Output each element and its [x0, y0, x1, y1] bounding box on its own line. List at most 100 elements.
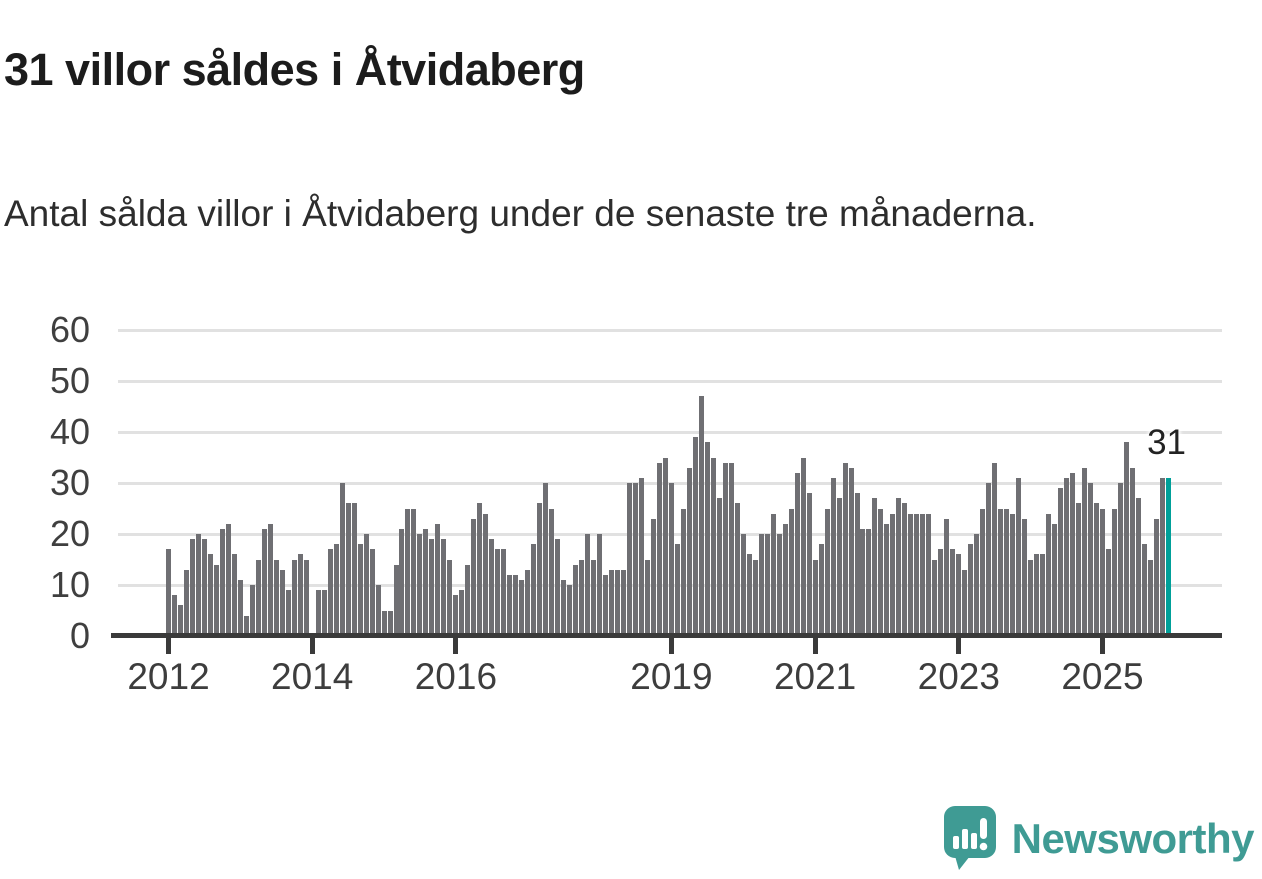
bar: [178, 605, 183, 636]
bar: [322, 590, 327, 636]
bar: [711, 457, 716, 636]
bar: [1142, 544, 1147, 636]
bar: [417, 534, 422, 636]
bar: [268, 523, 273, 636]
bar: [411, 508, 416, 636]
bar: [609, 569, 614, 636]
x-tick: [1099, 638, 1105, 654]
bar: [837, 498, 842, 636]
bar: [627, 483, 632, 636]
bar: [807, 493, 812, 636]
brand-name: Newsworthy: [1011, 815, 1255, 862]
bar: [1100, 508, 1105, 636]
y-tick-label: 50: [49, 360, 90, 401]
bar: [735, 503, 740, 636]
bar: [705, 442, 710, 636]
bar: [382, 610, 387, 636]
bar: [370, 549, 375, 636]
bar: [238, 579, 243, 636]
bar: [543, 483, 548, 636]
bar: [567, 585, 572, 636]
x-tick: [309, 638, 315, 654]
bar: [459, 590, 464, 636]
bar: [855, 493, 860, 636]
y-tick-label: 20: [49, 513, 90, 554]
bar: [795, 472, 800, 636]
bar: [232, 554, 237, 636]
bar: [747, 554, 752, 636]
bar: [561, 579, 566, 636]
bar: [555, 539, 560, 636]
x-tick: [956, 638, 962, 654]
bar: [866, 528, 871, 636]
bar: [585, 534, 590, 636]
bar: [256, 559, 261, 636]
bar: [1052, 523, 1057, 636]
bar: [663, 457, 668, 636]
bar: [388, 610, 393, 636]
bar: [202, 539, 207, 636]
x-axis-line: [111, 633, 1222, 638]
bar: [513, 574, 518, 636]
bar: [531, 544, 536, 636]
bar: [423, 528, 428, 636]
x-tick-label: 2023: [917, 656, 1000, 697]
bar: [316, 590, 321, 636]
bar: [298, 554, 303, 636]
bar: [1034, 554, 1039, 636]
bar: [1076, 503, 1081, 636]
gridline: [118, 329, 1222, 332]
bar: [986, 483, 991, 636]
bar: [1064, 477, 1069, 636]
bar: [465, 564, 470, 636]
bar: [849, 467, 854, 636]
bar: [579, 559, 584, 636]
gridline: [118, 380, 1222, 383]
bar: [813, 559, 818, 636]
bar: [675, 544, 680, 636]
gridline: [118, 431, 1222, 434]
bar: [1148, 559, 1153, 636]
bar: [723, 462, 728, 636]
bar: [669, 483, 674, 636]
x-tick-label: 2019: [630, 656, 713, 697]
bar: [992, 462, 997, 636]
bar: [328, 549, 333, 636]
bar: [621, 569, 626, 636]
bar: [483, 513, 488, 636]
bar: [717, 498, 722, 636]
bar: [890, 513, 895, 636]
bar: [693, 437, 698, 636]
bar: [1004, 508, 1009, 636]
bar: [376, 585, 381, 636]
bar: [1118, 483, 1123, 636]
x-tick-label: 2025: [1061, 656, 1144, 697]
bar: [1070, 472, 1075, 636]
bar: [1046, 513, 1051, 636]
bar: [214, 564, 219, 636]
bar: [1058, 488, 1063, 636]
bar: [495, 549, 500, 636]
bar: [932, 559, 937, 636]
bar: [1094, 503, 1099, 636]
bar: [435, 523, 440, 636]
bar: [274, 559, 279, 636]
bar: [501, 549, 506, 636]
bar: [358, 544, 363, 636]
bar: [1106, 549, 1111, 636]
bar: [687, 467, 692, 636]
bar: [1130, 467, 1135, 636]
bar: [208, 554, 213, 636]
bar: [914, 513, 919, 636]
x-tick-label: 2014: [271, 656, 354, 697]
bar: [944, 518, 949, 636]
bar: [364, 534, 369, 636]
bar: [860, 528, 865, 636]
x-tick: [166, 638, 171, 654]
bar: [1154, 518, 1159, 636]
bar: [825, 508, 830, 636]
y-tick-label: 40: [49, 411, 90, 452]
brand-footer: Newsworthy: [943, 806, 1255, 872]
bar: [519, 579, 524, 636]
bar: [896, 498, 901, 636]
